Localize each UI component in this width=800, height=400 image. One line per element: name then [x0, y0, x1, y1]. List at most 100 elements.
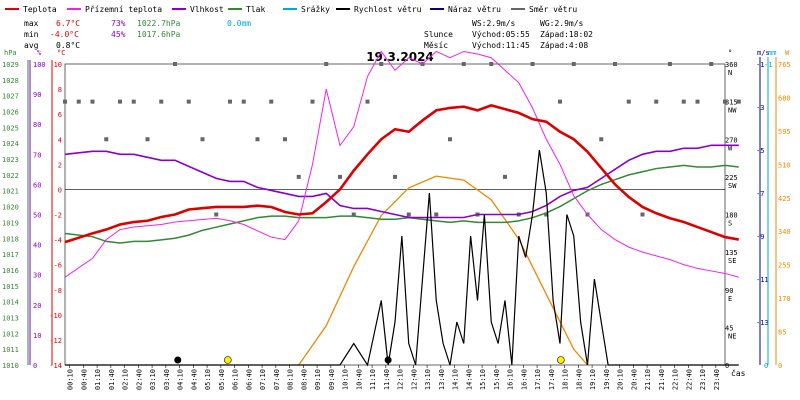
- wind-direction-point: [324, 62, 329, 66]
- hpa-tick: 1012: [2, 330, 19, 338]
- ms-tick: -3: [756, 104, 764, 112]
- pct-tick: 10: [33, 332, 41, 340]
- temp-tick: 2: [58, 161, 62, 169]
- x-tick-label: 02:10: [122, 369, 130, 390]
- x-tick-label: 02:40: [135, 369, 143, 390]
- wind-direction-point: [90, 99, 95, 104]
- stats-max-temp: 6.7°C: [56, 19, 80, 28]
- temp-tick: 8: [58, 86, 62, 94]
- chart-title: 19.3.2024: [366, 50, 434, 64]
- x-tick-label: 11:10: [369, 369, 377, 390]
- w-tick: 255: [778, 262, 791, 270]
- stats-panel: max 6.7°C 73% 1022.7hPa 0.0mm min -4.0°C…: [24, 19, 593, 50]
- hpa-tick: 1021: [2, 188, 19, 196]
- hpa-tick: 1011: [2, 346, 19, 354]
- stats-max-label: max: [24, 19, 39, 28]
- x-tick-label: 16:40: [520, 369, 528, 390]
- mm-unit: mm: [768, 49, 776, 57]
- humidity-line: [64, 144, 739, 219]
- wind-direction-point: [668, 62, 672, 66]
- hpa-unit: hPa: [4, 49, 17, 57]
- stats-avg-temp: 0.8°C: [56, 41, 80, 50]
- dir-name: W: [728, 144, 733, 152]
- legend-label: Srážky: [301, 5, 330, 14]
- wind-direction-point: [186, 99, 191, 104]
- moon-marker: [174, 356, 182, 364]
- dir-unit: °: [728, 49, 732, 57]
- dir-tick: 0: [725, 362, 729, 370]
- pct-tick: 0: [33, 362, 37, 370]
- pct-tick: 20: [33, 302, 41, 310]
- x-tick-label: 10:40: [355, 369, 363, 390]
- wind-direction-point: [118, 99, 122, 104]
- x-tick-label: 12:40: [410, 369, 418, 390]
- pct-tick: 90: [33, 91, 41, 99]
- x-tick-label: 23:10: [699, 369, 707, 390]
- moon-marker: [384, 356, 392, 364]
- temperature-line: [64, 104, 739, 244]
- hpa-tick: 1010: [2, 362, 19, 370]
- wind-direction-point: [530, 62, 535, 66]
- wind-direction-point: [434, 212, 439, 217]
- wind-direction-point: [544, 212, 549, 217]
- mm-tick: 0: [764, 362, 768, 370]
- pct-unit: %: [37, 49, 42, 57]
- hpa-tick: 1023: [2, 156, 19, 164]
- dir-tick: 360: [725, 61, 738, 69]
- wind-direction-point: [200, 137, 205, 142]
- x-tick-label: 22:40: [685, 369, 693, 390]
- w-tick: 425: [778, 195, 791, 203]
- x-tick-label: 08:10: [287, 369, 295, 390]
- moon-label: Měsíc: [424, 41, 448, 50]
- ms-tick: -7: [756, 190, 764, 198]
- wind-direction-point: [709, 62, 714, 66]
- wind-direction-point: [640, 212, 645, 217]
- legend-label: Směr větru: [529, 5, 577, 14]
- x-tick-label: 13:40: [438, 369, 446, 390]
- wind-direction-point: [613, 62, 617, 66]
- hpa-tick: 1022: [2, 172, 19, 180]
- wind-direction-point: [626, 99, 631, 104]
- wind-direction-point: [310, 99, 315, 104]
- x-tick-label: 03:10: [149, 369, 157, 390]
- wind-direction-point: [571, 62, 576, 66]
- stats-min-press: 1017.6hPa: [137, 30, 181, 39]
- w-tick: 170: [778, 295, 791, 303]
- wind-direction-point: [736, 99, 741, 104]
- x-tick-label: 06:40: [245, 369, 253, 390]
- dir-tick: 135: [725, 249, 738, 257]
- x-tick-label: 05:40: [218, 369, 226, 390]
- hpa-tick: 1015: [2, 283, 19, 291]
- stats-wg: WG:2.9m/s: [540, 19, 584, 28]
- temp-tick: 0: [58, 186, 62, 194]
- w-tick: 680: [778, 94, 791, 102]
- x-axis: 00:10 00:40 01:10 01:40 02:10 02:40 03:10 03:40…: [67, 365, 721, 390]
- pct-tick: 70: [33, 151, 41, 159]
- x-tick-label: 04:10: [177, 369, 185, 390]
- hpa-tick: 1029: [2, 61, 19, 69]
- temp-tick: -14: [49, 362, 62, 370]
- wind-direction-point: [695, 99, 700, 104]
- wind-direction-point: [104, 137, 109, 142]
- dir-name: E: [728, 295, 732, 303]
- hpa-tick: 1013: [2, 314, 19, 322]
- ms-tick: -9: [756, 233, 764, 241]
- dir-name: N: [728, 69, 732, 77]
- x-tick-label: 18:10: [562, 369, 570, 390]
- ms-tick: -13: [756, 319, 769, 327]
- w-tick: 595: [778, 128, 791, 136]
- x-tick-label: 00:10: [67, 369, 75, 390]
- x-tick-label: 07:10: [259, 369, 267, 390]
- x-tick-label: 14:40: [465, 369, 473, 390]
- dir-name: S: [728, 220, 732, 228]
- x-tick-label: 20:10: [617, 369, 625, 390]
- sun-rise: Východ:05:55: [472, 30, 530, 39]
- wind-direction-point: [379, 62, 384, 66]
- dir-tick: 270: [725, 136, 738, 144]
- dir-tick: 225: [725, 174, 738, 182]
- w-tick: 510: [778, 161, 791, 169]
- temp-tick: -8: [54, 287, 62, 295]
- hpa-tick: 1028: [2, 77, 19, 85]
- legend-label: Náraz větru: [448, 5, 501, 14]
